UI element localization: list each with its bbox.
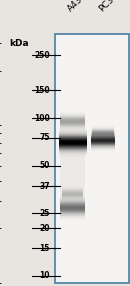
Text: 37: 37	[39, 182, 50, 191]
Text: 75: 75	[39, 133, 50, 142]
Text: 15: 15	[39, 244, 50, 253]
Text: 25: 25	[39, 209, 50, 218]
Text: kDa: kDa	[9, 39, 29, 47]
Bar	[55, 34, 129, 283]
Text: A431: A431	[66, 0, 89, 14]
Text: PC3: PC3	[97, 0, 116, 14]
Text: 10: 10	[39, 271, 50, 280]
Text: 250: 250	[34, 51, 50, 60]
Text: 100: 100	[34, 114, 50, 123]
Text: 20: 20	[39, 224, 50, 233]
Text: 150: 150	[34, 86, 50, 95]
Text: 50: 50	[39, 161, 50, 170]
